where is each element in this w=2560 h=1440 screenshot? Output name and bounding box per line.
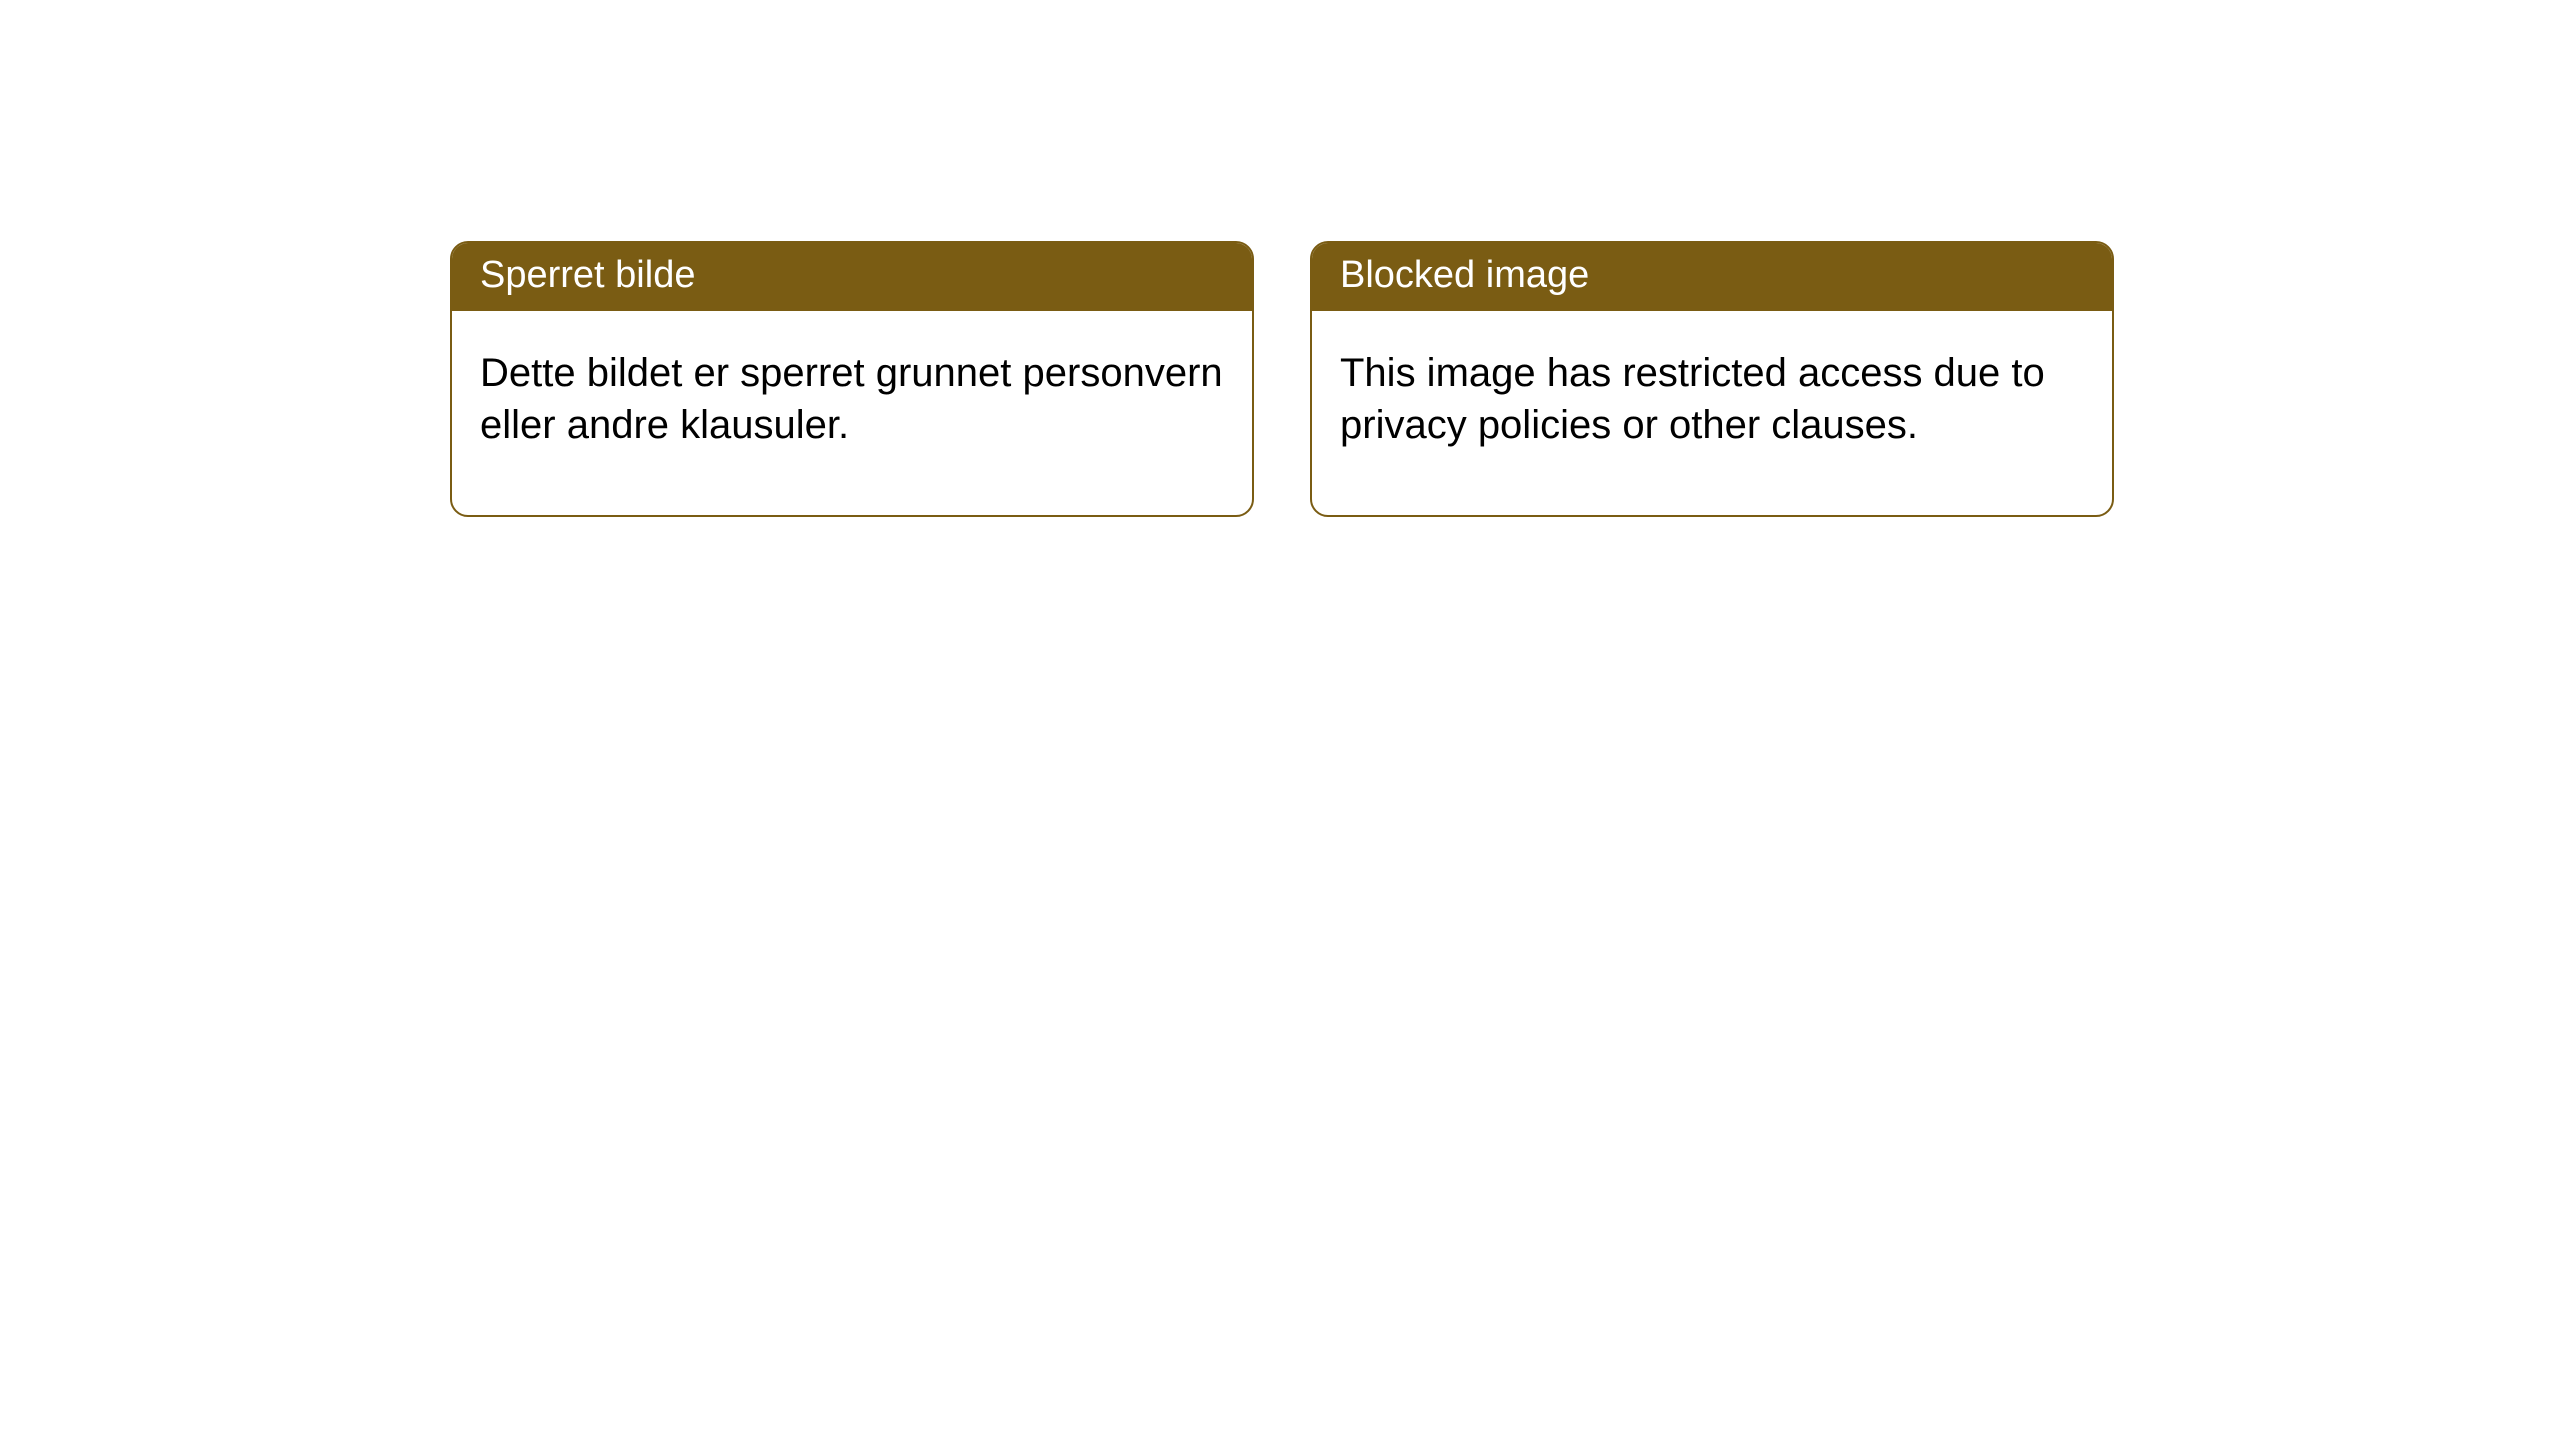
- notice-body: This image has restricted access due to …: [1312, 311, 2112, 515]
- notice-card-norwegian: Sperret bilde Dette bildet er sperret gr…: [450, 241, 1254, 517]
- notice-card-english: Blocked image This image has restricted …: [1310, 241, 2114, 517]
- notice-body: Dette bildet er sperret grunnet personve…: [452, 311, 1252, 515]
- notice-title: Sperret bilde: [452, 243, 1252, 311]
- notice-container: Sperret bilde Dette bildet er sperret gr…: [0, 0, 2560, 517]
- notice-title: Blocked image: [1312, 243, 2112, 311]
